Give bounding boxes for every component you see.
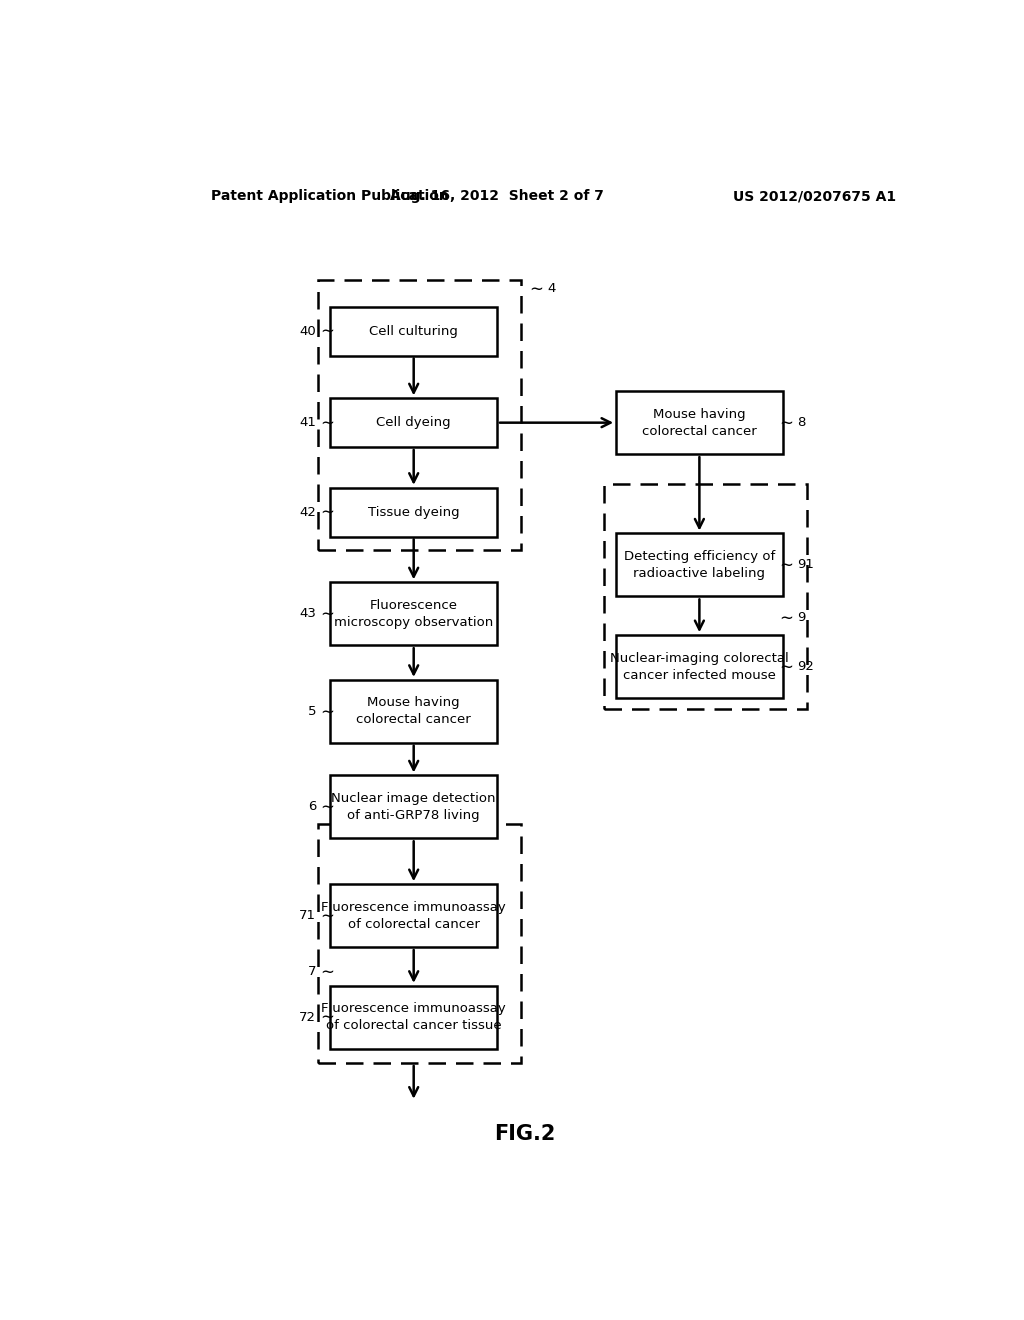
Text: Fluorescence immunoassay
of colorectal cancer: Fluorescence immunoassay of colorectal c… [322,900,506,931]
Text: US 2012/0207675 A1: US 2012/0207675 A1 [733,189,896,203]
Text: ∼: ∼ [321,797,334,816]
Text: ∼: ∼ [321,605,334,623]
Text: ∼: ∼ [321,702,334,721]
Bar [616,533,782,597]
Text: 71: 71 [299,909,316,923]
Bar [604,483,807,709]
Text: 9: 9 [797,611,806,624]
Bar [331,775,497,838]
Text: Aug. 16, 2012  Sheet 2 of 7: Aug. 16, 2012 Sheet 2 of 7 [390,189,604,203]
Text: ∼: ∼ [529,280,543,297]
Text: 40: 40 [299,325,316,338]
Text: Mouse having
colorectal cancer: Mouse having colorectal cancer [356,697,471,726]
Text: Fluorescence immunoassay
of colorectal cancer tissue: Fluorescence immunoassay of colorectal c… [322,1002,506,1032]
Bar [331,306,497,355]
Bar [616,391,782,454]
Text: 72: 72 [299,1011,316,1024]
Text: ∼: ∼ [779,413,793,432]
Text: ∼: ∼ [779,556,793,574]
Text: Mouse having
colorectal cancer: Mouse having colorectal cancer [642,408,757,438]
Bar [331,487,497,536]
Text: ∼: ∼ [779,657,793,676]
Text: ∼: ∼ [321,503,334,521]
Bar [331,399,497,447]
Bar [331,884,497,948]
Text: Tissue dyeing: Tissue dyeing [368,506,460,519]
Text: FIG.2: FIG.2 [495,1125,555,1144]
Text: Patent Application Publication: Patent Application Publication [211,189,450,203]
Text: ∼: ∼ [321,962,334,981]
Text: 43: 43 [299,607,316,620]
Text: 8: 8 [797,416,806,429]
Text: Detecting efficiency of
radioactive labeling: Detecting efficiency of radioactive labe… [624,550,775,579]
Text: ∼: ∼ [321,907,334,924]
Text: 7: 7 [307,965,316,978]
Text: 41: 41 [299,416,316,429]
Text: Cell culturing: Cell culturing [370,325,458,338]
Text: Cell dyeing: Cell dyeing [377,416,451,429]
Bar [318,280,521,549]
Text: 4: 4 [547,282,555,294]
Bar [331,680,497,743]
Text: 91: 91 [797,558,814,572]
Text: 5: 5 [307,705,316,718]
Text: ∼: ∼ [779,609,793,627]
Text: Fluorescence
microscopy observation: Fluorescence microscopy observation [334,599,494,628]
Bar [318,824,521,1063]
Text: 92: 92 [797,660,814,673]
Text: 42: 42 [299,506,316,519]
Text: Nuclear image detection
of anti-GRP78 living: Nuclear image detection of anti-GRP78 li… [332,792,496,822]
Bar [331,986,497,1049]
Bar [616,635,782,698]
Text: ∼: ∼ [321,322,334,341]
Text: 6: 6 [307,800,316,813]
Text: Nuclear-imaging colorectal
cancer infected mouse: Nuclear-imaging colorectal cancer infect… [610,652,788,681]
Text: ∼: ∼ [321,413,334,432]
Bar [331,582,497,645]
Text: ∼: ∼ [321,1008,334,1026]
